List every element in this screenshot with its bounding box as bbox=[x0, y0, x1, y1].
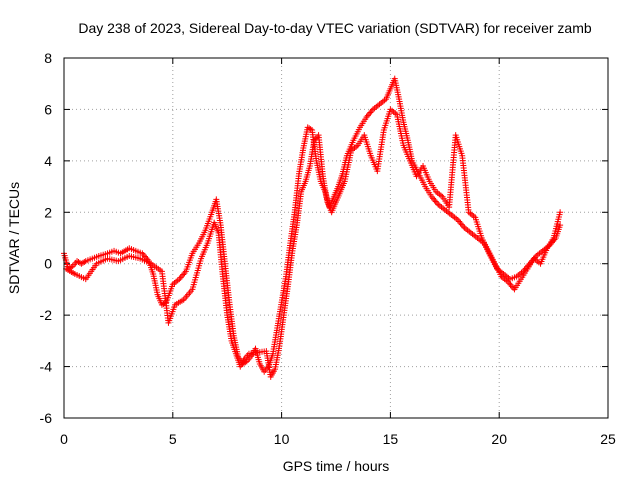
grid-layer bbox=[64, 58, 608, 418]
data-point bbox=[430, 195, 437, 202]
x-tick-label: 15 bbox=[383, 431, 399, 447]
y-tick-label: -4 bbox=[40, 359, 53, 375]
y-tick-label: 0 bbox=[44, 256, 52, 272]
y-tick-label: 4 bbox=[44, 153, 52, 169]
y-axis-label: SDTVAR / TECUs bbox=[6, 182, 22, 294]
data-point bbox=[507, 281, 514, 288]
x-tick-label: 0 bbox=[60, 431, 68, 447]
data-point bbox=[81, 259, 88, 265]
y-tick-label: -2 bbox=[40, 307, 53, 323]
data-point bbox=[180, 271, 187, 278]
data-point bbox=[557, 209, 564, 216]
y-tick-label: 2 bbox=[44, 204, 52, 220]
x-tick-label: 25 bbox=[600, 431, 616, 447]
chart-title: Day 238 of 2023, Sidereal Day-to-day VTE… bbox=[78, 20, 591, 36]
data-point bbox=[557, 222, 564, 229]
y-tick-label: 6 bbox=[44, 101, 52, 117]
series-main bbox=[61, 75, 564, 375]
series-secondary bbox=[63, 106, 564, 380]
x-tick-label: 10 bbox=[274, 431, 290, 447]
data-point bbox=[460, 223, 467, 230]
data-point bbox=[177, 274, 184, 281]
data-point bbox=[456, 218, 463, 225]
y-tick-label: 8 bbox=[44, 50, 52, 66]
plot-frame bbox=[63, 57, 609, 419]
x-tick-label: 20 bbox=[491, 431, 507, 447]
data-point bbox=[433, 200, 440, 207]
marks-layer bbox=[61, 75, 564, 380]
data-point bbox=[506, 280, 513, 287]
x-axis-label: GPS time / hours bbox=[283, 458, 390, 474]
data-point bbox=[178, 273, 185, 280]
data-point bbox=[457, 220, 464, 227]
data-point bbox=[368, 107, 375, 114]
y-tick-label: -6 bbox=[40, 410, 53, 426]
data-point bbox=[366, 111, 373, 118]
data-point bbox=[367, 109, 374, 116]
data-point bbox=[364, 112, 371, 119]
data-point bbox=[432, 198, 439, 205]
data-point bbox=[508, 283, 515, 290]
x-tick-label: 5 bbox=[169, 431, 177, 447]
data-point bbox=[458, 221, 465, 228]
data-point bbox=[431, 196, 438, 203]
data-point bbox=[307, 126, 314, 133]
